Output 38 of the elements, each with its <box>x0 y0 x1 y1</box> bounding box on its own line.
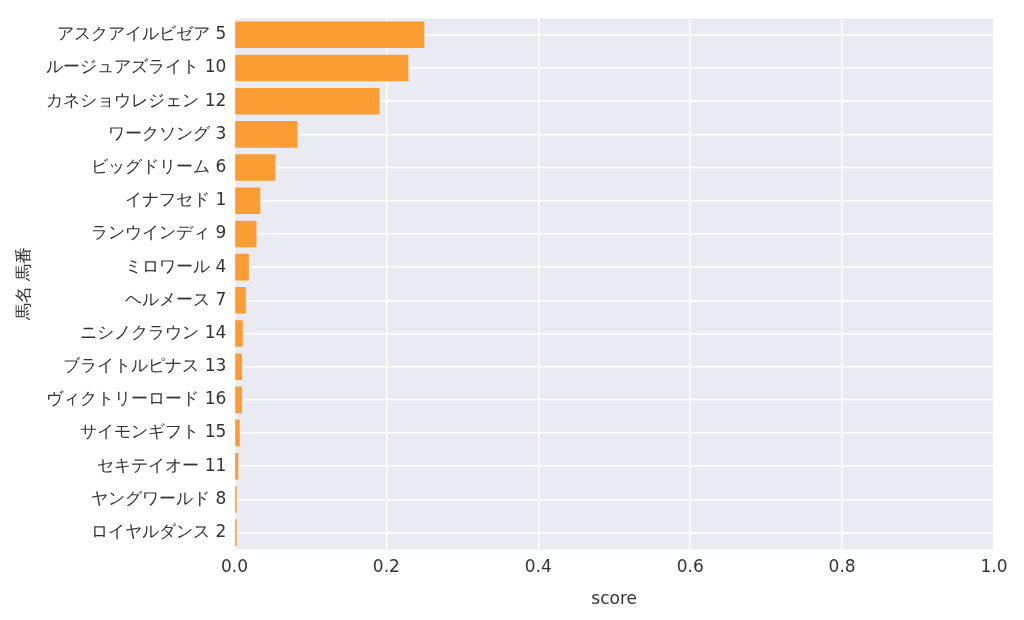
bar <box>235 154 276 181</box>
y-tick-label: ランウインディ 9 <box>91 222 227 243</box>
x-tick-label: 0.2 <box>372 555 400 576</box>
y-tick-label: ニシノクラウン 14 <box>80 321 227 342</box>
bar <box>235 287 246 314</box>
x-tick-label: 1.0 <box>980 555 1008 576</box>
bar <box>235 452 239 480</box>
y-tick-label: サイモンギフト 15 <box>80 421 227 442</box>
y-tick-label: ルージュアズライト 10 <box>46 56 227 77</box>
y-tick-label: ミロワール 4 <box>125 255 227 276</box>
y-tick-label: ビッグドリーム 6 <box>91 155 227 176</box>
bar <box>235 54 409 82</box>
bar <box>235 87 380 115</box>
y-tick-label: ヘルメース 7 <box>125 288 227 309</box>
bar <box>235 220 257 248</box>
x-tick-label: 0.4 <box>524 555 552 576</box>
y-tick-label: アスクアイルビゼア 5 <box>57 23 227 44</box>
bar <box>235 320 243 347</box>
x-tick-label: 0.6 <box>676 555 704 576</box>
bar <box>235 253 249 281</box>
bar <box>235 21 425 49</box>
y-tick-label: ヴィクトリーロード 16 <box>46 388 227 409</box>
y-tick-label: ワークソング 3 <box>108 122 227 143</box>
y-tick-label: イナフセド 1 <box>125 189 227 210</box>
x-tick-label: 0.8 <box>828 555 856 576</box>
y-axis-title: 馬名 馬番 <box>12 247 33 322</box>
y-tick-label: ブライトルピナス 13 <box>63 355 227 376</box>
bar <box>235 187 261 215</box>
bar <box>235 353 243 380</box>
x-tick-label: 0.0 <box>220 555 248 576</box>
x-axis-title: score <box>591 588 638 609</box>
y-tick-label: ヤングワールド 8 <box>91 487 227 508</box>
bar <box>235 121 298 148</box>
y-tick-label: ロイヤルダンス 2 <box>91 521 227 542</box>
y-tick-label: カネショウレジェン 12 <box>46 89 227 110</box>
bar <box>235 419 240 447</box>
y-tick-label: セキテイオー 11 <box>97 454 227 475</box>
bar <box>235 386 243 414</box>
